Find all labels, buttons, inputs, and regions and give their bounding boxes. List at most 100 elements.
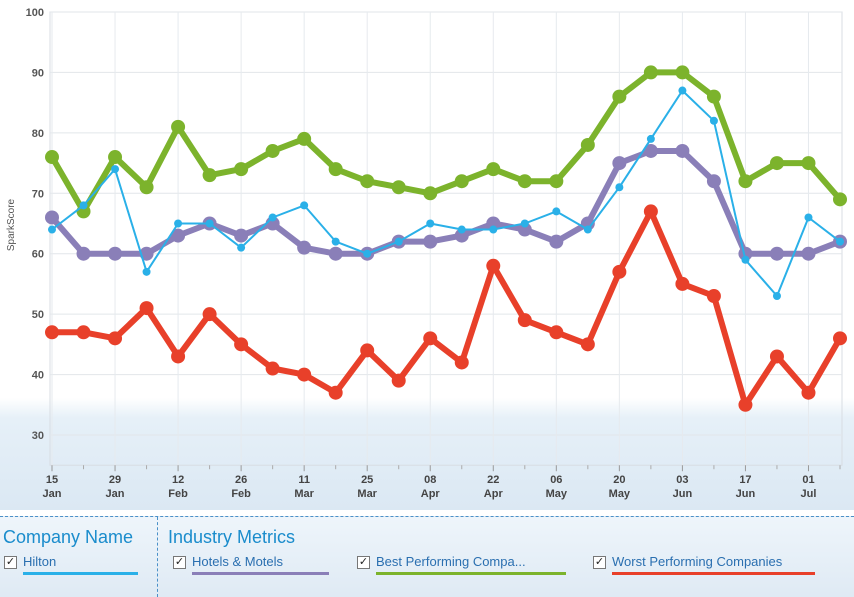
hilton-point-20 (678, 86, 687, 95)
hotels-motels-point-16 (549, 234, 564, 249)
worst-performing-point-11 (391, 373, 406, 388)
x-tick-day-7: 22 (487, 474, 499, 486)
x-tick-day-4: 11 (298, 474, 310, 486)
hotels-motels-point-2 (108, 246, 123, 261)
hilton-point-12 (426, 219, 435, 228)
x-tick-day-3: 26 (235, 474, 247, 486)
worst-performing-point-24 (801, 385, 816, 400)
x-tick-month-1: Jan (106, 488, 125, 500)
hotels-motels-label: Hotels & Motels (192, 555, 329, 575)
hilton-point-8 (300, 201, 309, 210)
y-tick-label-40: 40 (32, 370, 44, 382)
x-tick-month-8: May (546, 488, 568, 500)
best-performing-point-17 (580, 137, 595, 152)
best-performing-point-7 (265, 143, 280, 158)
best-performing-point-3 (139, 180, 154, 195)
hilton-point-10 (363, 249, 372, 258)
best-performing-point-5 (202, 168, 217, 183)
legend-item-hilton[interactable]: ✓ Hilton (4, 555, 138, 579)
hilton-point-5 (205, 219, 214, 228)
hilton-point-24 (804, 213, 813, 222)
hotels-motels-point-0 (45, 210, 59, 225)
hotels-motels-point-13 (454, 228, 469, 243)
best-performing-point-25 (833, 192, 847, 207)
y-tick-label-80: 80 (32, 128, 44, 140)
best-performing-point-19 (643, 65, 658, 80)
y-tick-label-60: 60 (32, 249, 44, 261)
hilton-checkbox[interactable]: ✓ (4, 556, 17, 569)
hilton-line (51, 89, 841, 297)
hotels-motels-point-14 (486, 216, 501, 231)
worst-performing-point-13 (454, 355, 469, 370)
worst-performing-point-23 (769, 349, 784, 364)
hilton-point-14 (489, 225, 498, 234)
best-performing-point-14 (486, 162, 501, 177)
company-name-group: Company Name ✓ Hilton (0, 517, 157, 597)
hilton-point-19 (646, 134, 655, 143)
hotels-motels-point-18 (612, 156, 627, 171)
x-tick-day-5: 25 (361, 474, 373, 486)
worst-performing-point-20 (675, 276, 690, 291)
hilton-label: Hilton (23, 555, 138, 575)
industry-metrics-group: Industry Metrics ✓ Hotels & Motels ✓ Bes… (160, 517, 854, 597)
worst-performing-point-25 (833, 331, 847, 346)
worst-performing-point-10 (360, 343, 375, 358)
chart-area: 30 40 50 60 70 80 90 100 15 Jan 29 Jan 12 Feb 26 Feb 11 M… (0, 0, 854, 510)
hilton-point-16 (552, 207, 561, 216)
x-tick-month-3: Feb (231, 488, 251, 500)
worst-performing-checkbox[interactable]: ✓ (593, 556, 606, 569)
best-performing-point-6 (234, 162, 249, 177)
hotels-motels-point-23 (769, 246, 784, 261)
x-tick-day-0: 15 (46, 474, 58, 486)
legend-item-hotels-motels[interactable]: ✓ Hotels & Motels (173, 555, 329, 579)
hilton-point-15 (520, 219, 529, 228)
best-performing-point-21 (706, 89, 721, 104)
hilton-point-3 (142, 267, 151, 276)
best-performing-point-24 (801, 156, 816, 171)
company-name-title: Company Name (3, 527, 134, 547)
best-performing-point-8 (297, 131, 312, 146)
x-tick-month-6: Apr (421, 488, 441, 500)
best-performing-point-4 (171, 119, 186, 134)
best-performing-point-22 (738, 174, 753, 189)
best-performing-point-23 (769, 156, 784, 171)
best-performing-point-11 (391, 180, 406, 195)
hilton-point-2 (111, 165, 120, 174)
worst-performing-point-22 (738, 397, 753, 412)
best-performing-point-12 (423, 186, 438, 201)
y-tick-label-100: 100 (26, 7, 44, 19)
hilton-point-17 (583, 225, 592, 234)
hotels-motels-point-9 (328, 246, 343, 261)
x-tick-month-12: Jul (801, 488, 817, 500)
x-tick-day-6: 08 (424, 474, 436, 486)
hotels-motels-point-6 (234, 228, 249, 243)
x-tick-month-4: Mar (294, 488, 314, 500)
best-performing-point-0 (45, 150, 59, 165)
worst-performing-label: Worst Performing Companies (612, 555, 815, 575)
x-tick-day-2: 12 (172, 474, 184, 486)
hilton-point-0 (48, 225, 56, 234)
legend-item-worst-performing[interactable]: ✓ Worst Performing Companies (593, 555, 815, 579)
hotels-motels-checkbox[interactable]: ✓ (173, 556, 186, 569)
best-performing-point-20 (675, 65, 690, 80)
legend-divider (157, 517, 158, 597)
legend-panel: Company Name ✓ Hilton Industry Metrics ✓… (0, 516, 854, 597)
hilton-point-9 (331, 237, 340, 246)
hotels-motels-point-24 (801, 246, 816, 261)
x-tick-day-11: 17 (739, 474, 751, 486)
worst-performing-point-2 (108, 331, 123, 346)
worst-performing-point-16 (549, 325, 564, 340)
worst-performing-point-1 (76, 325, 91, 340)
x-tick-day-10: 03 (676, 474, 688, 486)
best-performing-point-18 (612, 89, 627, 104)
worst-performing-point-21 (706, 289, 721, 304)
x-tick-day-8: 06 (550, 474, 562, 486)
y-tick-label-50: 50 (32, 309, 44, 321)
legend-item-best-performing[interactable]: ✓ Best Performing Compa... (357, 555, 566, 579)
best-performing-checkbox[interactable]: ✓ (357, 556, 370, 569)
worst-performing-point-5 (202, 307, 217, 322)
x-tick-month-10: Jun (673, 488, 693, 500)
worst-performing-point-14 (486, 258, 501, 273)
hotels-motels-point-8 (297, 240, 312, 255)
worst-performing-point-17 (580, 337, 595, 352)
